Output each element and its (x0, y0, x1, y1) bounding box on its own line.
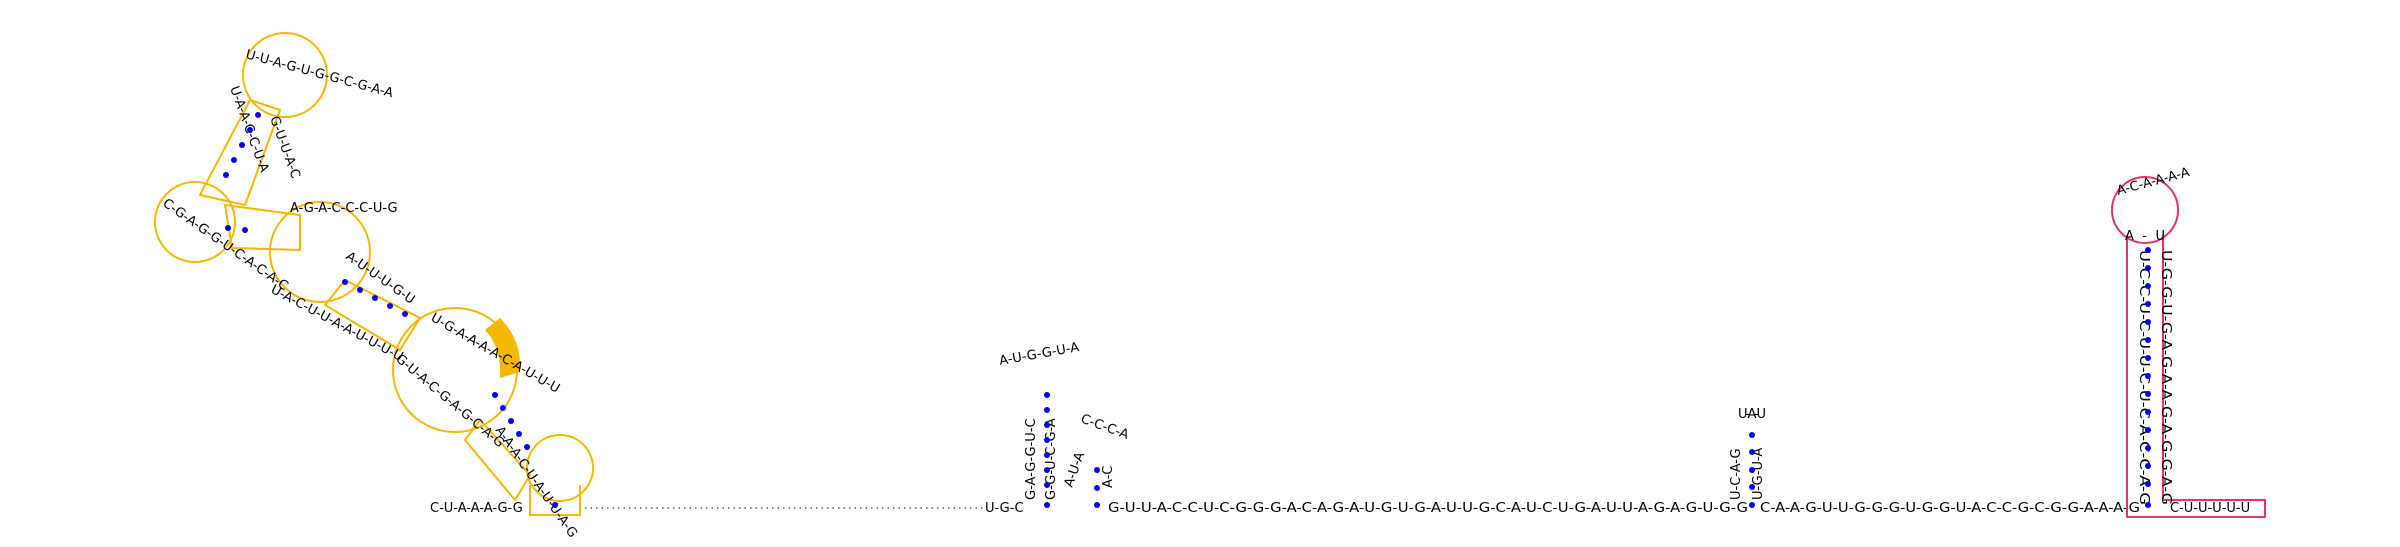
terminator-pair-dots (2145, 247, 2151, 508)
hairpin-2: U-G-C A-U-G-G-U-A G-A-G-G-U-C G-G-U-C-G-… (985, 340, 1080, 516)
left-structure-letters: U-U-A-G-U-G-G-C-G-A-A U-A-A-C-C-U-A G-U-… (160, 47, 580, 540)
hairpin-3-stem-3prime: A-C (1101, 466, 1116, 488)
highlighted-region (485, 318, 521, 378)
strand-after-h4: C-A-A-G-U-U-G-G-G-U-G-G-U-A-C-C-G-C-G-G-… (1760, 501, 2140, 516)
hairpin-4-stem-5prime: U-C-A-G (1729, 448, 1744, 500)
left-motif-outline (154, 32, 594, 516)
left-base-pair-dots (223, 112, 558, 508)
terminator-loop: A-C-A-A-A-A (2115, 165, 2191, 199)
large-loop-lower-seq: G-U-A-C-G-A-G-C-A-G (392, 352, 506, 451)
hairpin-top-seq: U-U-A-G-U-G-G-C-G-A-A (244, 47, 395, 101)
hairpin-2-loop: A-U-G-G-U-A (998, 340, 1080, 369)
terminator-stem-5prime: U-C-C-U-C-U-U-C-U-C-A-C-C-A-G (2136, 250, 2151, 505)
lower-strand-seq: U-A-C-U-U-A-A-U-U-U-U (268, 282, 405, 365)
hairpin-stem-3prime-seq: G-U-U-A-C (266, 114, 302, 180)
terminator-tail-3prime: C-U-U-U-U-U (2170, 501, 2250, 516)
terminator-loop-inner: A-U (2125, 229, 2165, 244)
hairpin-4-loop: U-A-U (1738, 407, 1766, 422)
hairpin-3-loop: C-C-C-A (1079, 412, 1131, 443)
middle-loop-seq: A-G-A-C-C-C-U-G (290, 201, 398, 216)
hairpin-3-stem-5prime: A-U-A (1062, 450, 1088, 489)
terminator-stem-3prime: U-G-G-U-G-A-G-A-A-G-A-G-G-A-G (2158, 250, 2173, 505)
hairpin-4: U-A-U U-C-A-G U-G-U-A (1729, 407, 1766, 508)
hairpin-4-stem-3prime: U-G-U-A (1751, 448, 1766, 500)
hairpin-3: C-C-C-A A-U-A A-C (1062, 412, 1131, 508)
hairpin-2-stem-5prime: G-A-G-G-U-C (1024, 418, 1039, 500)
small-hairpin-seq: A-A-A-C-U-A-U-U-A-G (492, 424, 580, 541)
hairpin-2-prefix: U-G-C (985, 501, 1024, 516)
tail-5prime-seq: C-U-A-A-A-G-G (430, 501, 523, 516)
middle-strand: G-U-U-A-C-C-U-C-G-G-G-A-C-A-G-A-U-G-U-G-… (1108, 501, 1748, 516)
terminator-hairpin: A-C-A-A-A-A A-U U-C-C-U-C-U-U-C-U-C-A-C-… (2111, 165, 2266, 518)
